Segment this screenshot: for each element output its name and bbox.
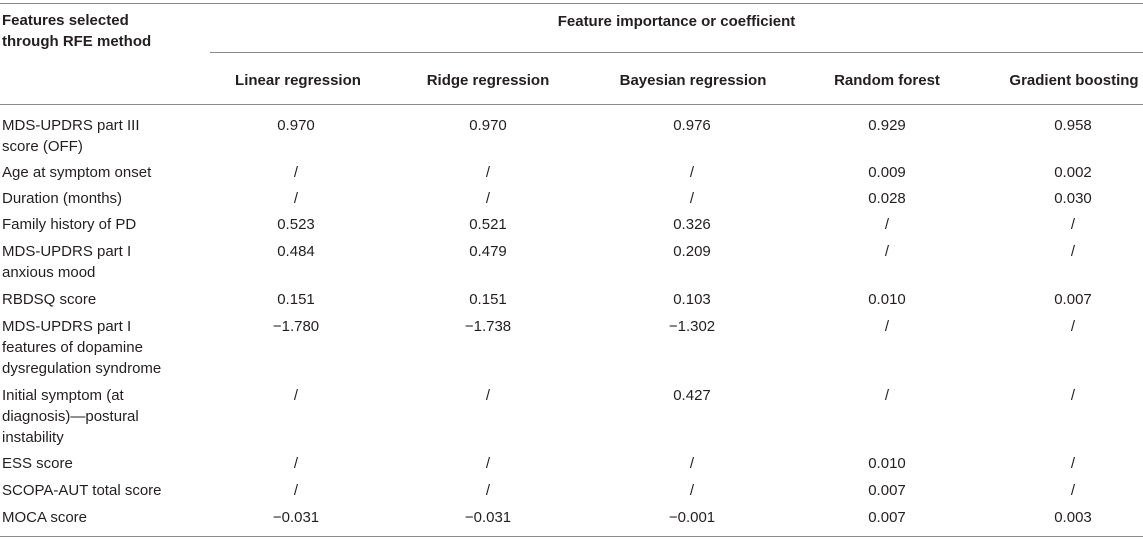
value-cell: / (689, 190, 695, 207)
value-cell: −0.031 (464, 509, 512, 526)
value-cell: 0.521 (469, 216, 507, 233)
value-cell: / (689, 482, 695, 499)
value-cell: / (485, 190, 491, 207)
feature-name-line: MDS-UPDRS part I (2, 243, 132, 260)
model-header-ridge: Ridge regression (426, 72, 550, 89)
value-cell: / (293, 482, 299, 499)
value-cell: / (884, 243, 890, 260)
value-cell: 0.028 (868, 190, 906, 207)
model-header-gradient-boosting: Gradient boosting (1009, 72, 1139, 89)
feature-name-line: Initial symptom (at (2, 387, 124, 404)
value-cell: / (293, 387, 299, 404)
value-cell: −1.738 (464, 318, 512, 335)
value-cell: 0.479 (469, 243, 507, 260)
feature-name-line: anxious mood (2, 264, 96, 281)
value-cell: / (1070, 216, 1076, 233)
feature-name: Duration (months) (2, 188, 202, 209)
value-cell: 0.970 (277, 117, 315, 134)
value-cell: / (689, 164, 695, 181)
group-header-rule (210, 52, 1143, 53)
value-cell: 0.970 (469, 117, 507, 134)
feature-column-header: Features selected through RFE method (2, 10, 202, 52)
value-cell: 0.209 (673, 243, 711, 260)
value-cell: 0.523 (277, 216, 315, 233)
value-cell: / (1070, 318, 1076, 335)
value-cell: / (689, 455, 695, 472)
value-cell: / (884, 387, 890, 404)
group-header: Feature importance or coefficient (557, 13, 796, 30)
model-header-bayesian: Bayesian regression (619, 72, 767, 89)
value-cell: / (1070, 243, 1076, 260)
value-cell: 0.929 (868, 117, 906, 134)
value-cell: −1.780 (272, 318, 320, 335)
value-cell: / (1070, 455, 1076, 472)
feature-name: Family history of PD (2, 214, 202, 235)
value-cell: 0.003 (1054, 509, 1092, 526)
value-cell: / (485, 482, 491, 499)
feature-name: SCOPA-AUT total score (2, 480, 202, 501)
value-cell: 0.007 (868, 482, 906, 499)
value-cell: 0.427 (673, 387, 711, 404)
top-rule (0, 3, 1143, 4)
value-cell: 0.009 (868, 164, 906, 181)
value-cell: −0.031 (272, 509, 320, 526)
feature-name-line: RBDSQ score (2, 291, 97, 308)
feature-name-line: MDS-UPDRS part I (2, 318, 132, 335)
feature-name-line: SCOPA-AUT total score (2, 482, 162, 499)
value-cell: 0.484 (277, 243, 315, 260)
value-cell: 0.010 (868, 291, 906, 308)
header-bottom-rule (0, 104, 1143, 105)
feature-name: MDS-UPDRS part I features of dopamine dysr… (2, 316, 202, 379)
feature-name-line: Duration (months) (2, 190, 123, 207)
value-cell: / (485, 455, 491, 472)
feature-name-line: instability (2, 429, 64, 446)
value-cell: 0.002 (1054, 164, 1092, 181)
value-cell: / (293, 190, 299, 207)
value-cell: 0.976 (673, 117, 711, 134)
feature-name-line: dysregulation syndrome (2, 360, 162, 377)
value-cell: −0.001 (668, 509, 716, 526)
value-cell: / (1070, 482, 1076, 499)
value-cell: −1.302 (668, 318, 716, 335)
feature-name-line: ESS score (2, 455, 73, 472)
feature-name-line: features of dopamine (2, 339, 143, 356)
model-header-random-forest: Random forest (834, 72, 940, 89)
feature-column-header-line1: Features selected (2, 12, 129, 29)
feature-name: MOCA score (2, 507, 202, 528)
value-cell: / (884, 216, 890, 233)
value-cell: / (1070, 387, 1076, 404)
value-cell: / (884, 318, 890, 335)
value-cell: 0.007 (868, 509, 906, 526)
model-header-linear: Linear regression (235, 72, 361, 89)
value-cell: / (293, 164, 299, 181)
value-cell: 0.958 (1054, 117, 1092, 134)
value-cell: 0.151 (277, 291, 315, 308)
feature-name: MDS-UPDRS part III score (OFF) (2, 115, 202, 157)
feature-name: Initial symptom (at diagnosis)—postural in… (2, 385, 202, 448)
value-cell: / (293, 455, 299, 472)
bottom-rule (0, 536, 1143, 537)
feature-name: ESS score (2, 453, 202, 474)
value-cell: 0.151 (469, 291, 507, 308)
feature-name: RBDSQ score (2, 289, 202, 310)
value-cell: / (485, 387, 491, 404)
value-cell: / (485, 164, 491, 181)
feature-name-line: score (OFF) (2, 138, 83, 155)
value-cell: 0.007 (1054, 291, 1092, 308)
feature-column-header-line2: through RFE method (2, 33, 152, 50)
feature-name: MDS-UPDRS part I anxious mood (2, 241, 202, 283)
feature-name-line: Family history of PD (2, 216, 137, 233)
feature-name-line: diagnosis)—postural (2, 408, 139, 425)
feature-name-line: MOCA score (2, 509, 88, 526)
value-cell: 0.326 (673, 216, 711, 233)
value-cell: 0.030 (1054, 190, 1092, 207)
value-cell: 0.010 (868, 455, 906, 472)
value-cell: 0.103 (673, 291, 711, 308)
feature-name-line: MDS-UPDRS part III (2, 117, 140, 134)
feature-name-line: Age at symptom onset (2, 164, 152, 181)
feature-name: Age at symptom onset (2, 162, 202, 183)
